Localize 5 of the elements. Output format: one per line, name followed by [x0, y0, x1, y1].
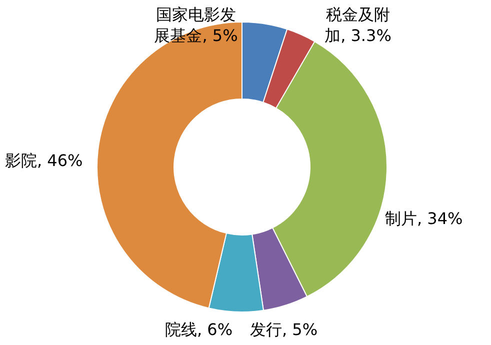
slice-label: 影院, 46%	[5, 151, 83, 170]
slice-label: 税金及附加, 3.3%	[324, 5, 392, 45]
slice-label: 院线, 6%	[165, 320, 233, 339]
slice-label: 制片, 34%	[385, 209, 463, 228]
slice-label: 发行, 5%	[250, 320, 318, 339]
